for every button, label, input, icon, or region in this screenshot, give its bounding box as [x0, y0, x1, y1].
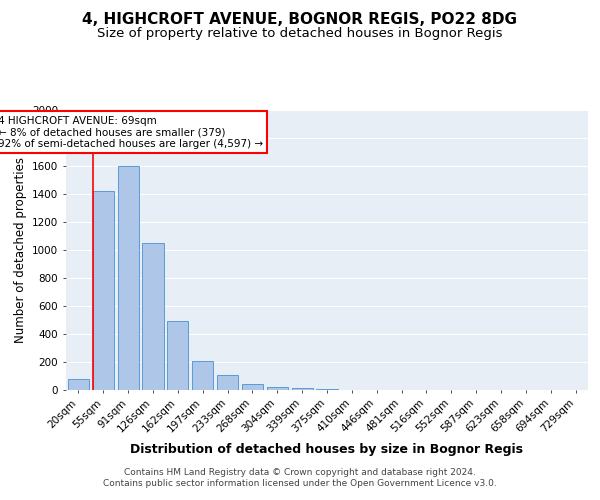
Text: 4, HIGHCROFT AVENUE, BOGNOR REGIS, PO22 8DG: 4, HIGHCROFT AVENUE, BOGNOR REGIS, PO22 …	[83, 12, 517, 28]
Bar	[242, 384, 263, 390]
Bar	[142, 243, 164, 390]
X-axis label: Distribution of detached houses by size in Bognor Regis: Distribution of detached houses by size …	[131, 443, 523, 456]
Bar	[192, 362, 213, 390]
Bar	[93, 191, 114, 390]
Text: 4 HIGHCROFT AVENUE: 69sqm
← 8% of detached houses are smaller (379)
92% of semi-: 4 HIGHCROFT AVENUE: 69sqm ← 8% of detach…	[0, 116, 263, 149]
Bar	[267, 386, 288, 390]
Bar	[118, 166, 139, 390]
Bar	[68, 379, 89, 390]
Bar	[316, 388, 338, 390]
Y-axis label: Number of detached properties: Number of detached properties	[14, 157, 26, 343]
Text: Contains HM Land Registry data © Crown copyright and database right 2024.
Contai: Contains HM Land Registry data © Crown c…	[103, 468, 497, 487]
Bar	[292, 388, 313, 390]
Bar	[167, 322, 188, 390]
Bar	[217, 376, 238, 390]
Text: Size of property relative to detached houses in Bognor Regis: Size of property relative to detached ho…	[97, 28, 503, 40]
